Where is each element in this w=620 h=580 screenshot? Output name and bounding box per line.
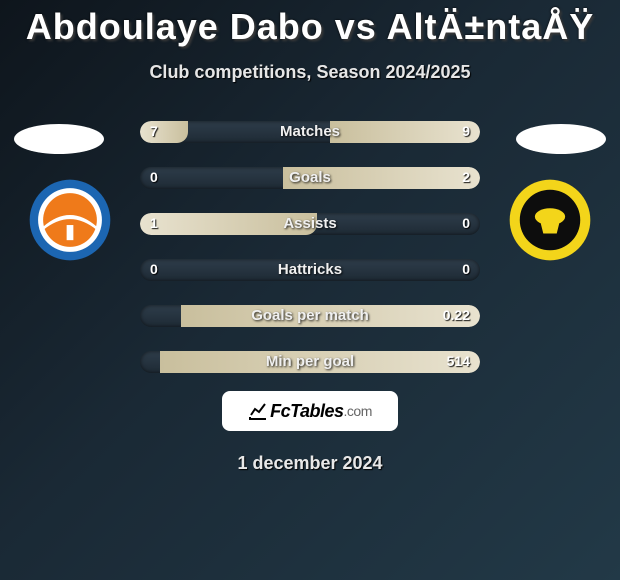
watermark: FcTables.com <box>222 391 398 431</box>
chart-icon <box>248 401 268 421</box>
stat-row: 0Hattricks0 <box>140 259 480 281</box>
club-crest-right <box>508 178 592 262</box>
page-title: Abdoulaye Dabo vs AltÄ±ntaÅŸ <box>0 6 620 48</box>
flag-right <box>516 124 606 154</box>
stat-value-right: 514 <box>447 353 470 369</box>
stat-label: Hattricks <box>140 261 480 278</box>
stat-value-right: 0 <box>462 215 470 231</box>
stats-container: 7Matches90Goals21Assists00Hattricks0Goal… <box>140 121 480 373</box>
watermark-tld: .com <box>344 403 372 419</box>
stat-row: 0Goals2 <box>140 167 480 189</box>
stat-value-right: 9 <box>462 123 470 139</box>
stat-row: Min per goal514 <box>140 351 480 373</box>
club-crest-left <box>28 178 112 262</box>
stat-row: 7Matches9 <box>140 121 480 143</box>
subtitle: Club competitions, Season 2024/2025 <box>0 62 620 83</box>
stat-label: Min per goal <box>140 353 480 370</box>
stat-row: 1Assists0 <box>140 213 480 235</box>
stat-value-right: 0.22 <box>443 307 470 323</box>
stat-value-right: 0 <box>462 261 470 277</box>
date-text: 1 december 2024 <box>0 453 620 474</box>
stat-row: Goals per match0.22 <box>140 305 480 327</box>
stat-label: Goals per match <box>140 307 480 324</box>
stat-label: Goals <box>140 169 480 186</box>
stat-label: Assists <box>140 215 480 232</box>
stat-value-right: 2 <box>462 169 470 185</box>
watermark-brand: FcTables <box>270 401 343 422</box>
flag-left <box>14 124 104 154</box>
stat-label: Matches <box>140 123 480 140</box>
